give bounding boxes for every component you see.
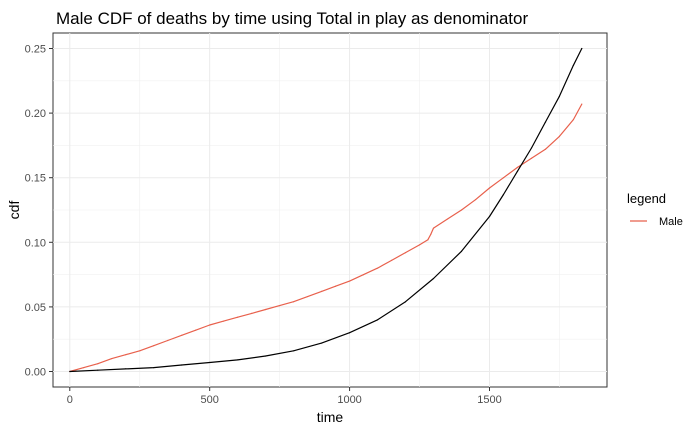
data-point-male [581,103,583,105]
data-point-male [167,339,169,342]
data-point-male [195,329,197,331]
data-point-black [321,342,323,344]
y-tick-label: 0.00 [25,366,46,378]
data-point-male [237,316,239,318]
data-point-male [153,345,155,347]
data-point-male [251,312,253,314]
data-point-male [376,267,379,269]
y-axis-title: cdf [6,201,22,220]
data-point-male [430,233,432,236]
x-axis-title: time [317,409,344,425]
data-point-male [83,367,85,369]
data-point-black [572,64,575,66]
data-point-black [69,370,71,373]
y-tick-label: 0.25 [25,44,46,56]
data-point-black [181,364,183,366]
legend-label-male: Male [659,216,683,228]
series-line-male [69,103,583,373]
data-point-male [125,354,127,356]
data-point-black [209,361,211,364]
data-point-male [418,244,421,246]
data-point-male [111,357,113,360]
y-tick-label: 0.15 [25,173,46,185]
data-point-black [558,95,561,97]
data-point-black [293,350,295,352]
x-tick-label: 1000 [337,394,361,406]
data-point-male [223,320,225,322]
data-point-black [502,193,505,196]
data-point-black [265,355,267,357]
data-point-male [558,135,561,137]
data-point-black [376,319,379,321]
data-point-male [265,308,267,311]
data-point-black [488,215,491,218]
data-point-male [427,239,429,241]
data-point-black [516,170,519,172]
data-point-black [153,367,155,369]
data-point-male [348,280,351,282]
data-point-male [572,118,575,121]
data-point-male [516,166,519,168]
data-point-black [348,332,351,334]
data-point-male [530,157,533,159]
data-point-male [334,285,337,287]
legend-title: legend [627,191,666,206]
data-point-male [97,363,99,365]
data-point-male [139,350,141,352]
data-point-male [432,227,435,229]
data-point-male [446,218,449,220]
legend: legend Male [627,191,683,228]
data-point-black [530,147,533,149]
data-point-male [460,209,463,211]
data-point-male [181,334,183,336]
data-point-black [97,369,99,371]
data-point-black [432,277,435,280]
axis-ticks: 0 500 1000 1500 0.00 0.05 0.10 0.15 0.20 0.25 [25,44,502,406]
data-point-male [502,177,505,179]
data-point-black [404,301,407,303]
data-point-male [307,295,309,298]
data-point-male [362,273,365,276]
data-point-male [474,199,477,201]
data-point-male [488,187,491,189]
series-lines [69,47,583,373]
data-point-black [581,47,583,50]
data-point-male [209,324,211,326]
data-point-male [404,252,407,254]
y-tick-label: 0.10 [25,237,46,249]
data-point-black [125,368,127,370]
data-point-black [237,359,239,361]
y-tick-label: 0.20 [25,108,46,120]
grid [53,33,607,387]
x-tick-label: 0 [67,394,73,406]
data-point-male [321,290,323,292]
chart-title: Male CDF of deaths by time using Total i… [56,9,528,28]
data-point-male [390,259,393,261]
data-point-male [279,305,281,307]
data-point-black [544,121,547,123]
data-point-black [460,250,463,252]
y-tick-label: 0.05 [25,302,46,314]
data-point-male [544,148,547,150]
data-point-male [293,301,295,303]
x-tick-label: 500 [201,394,219,406]
x-tick-label: 1500 [477,394,501,406]
